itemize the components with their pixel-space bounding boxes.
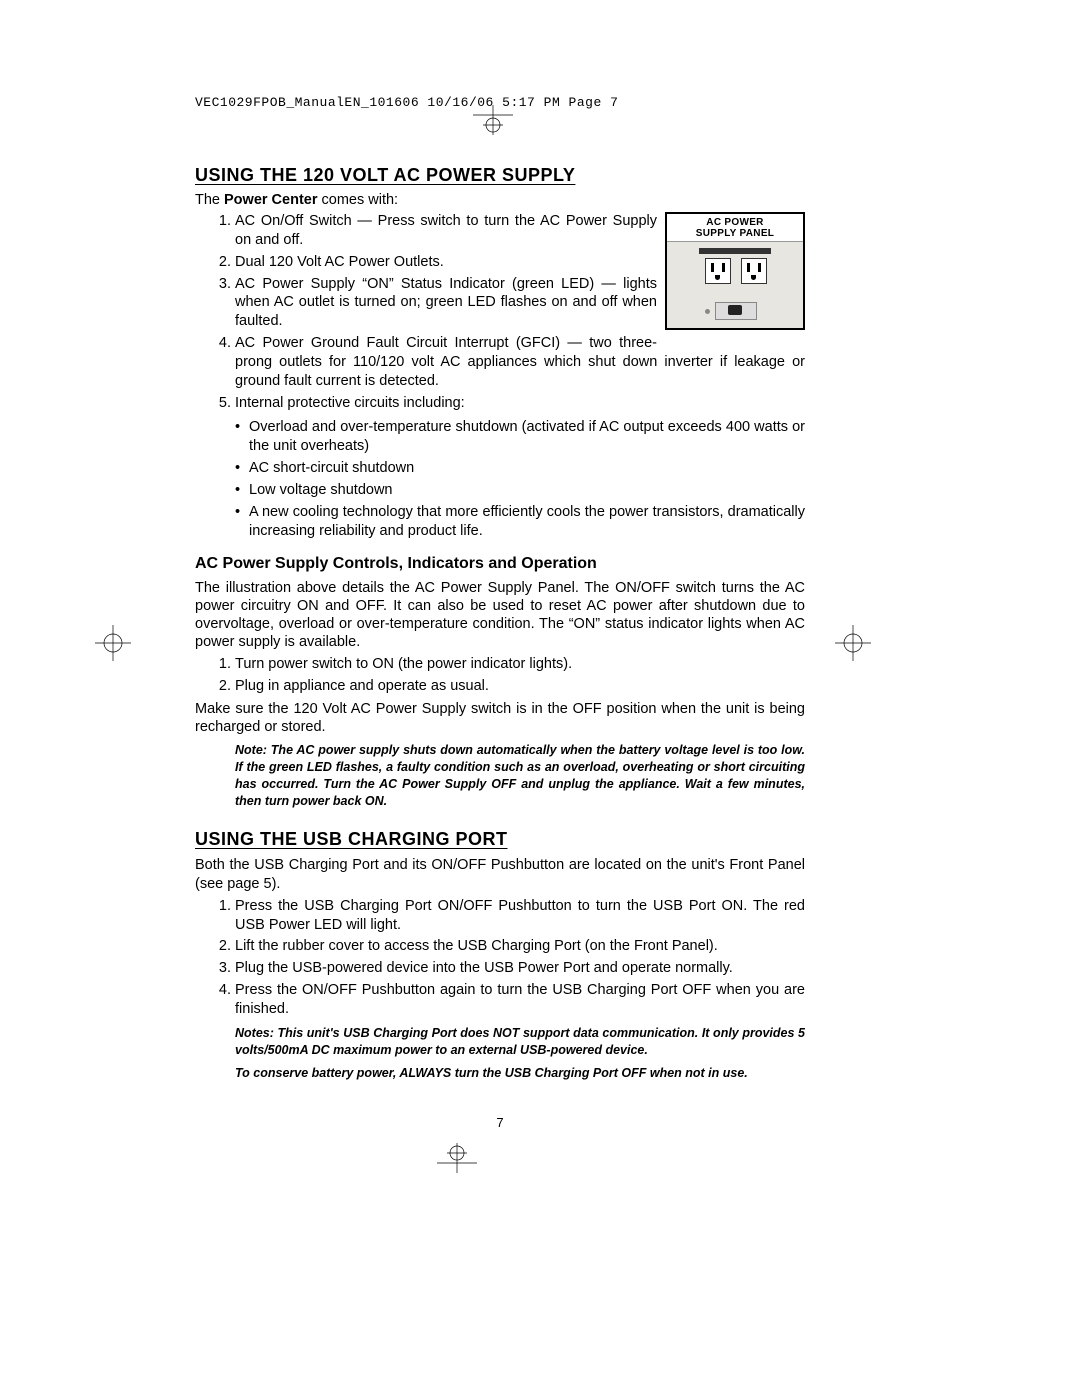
intro-prefix: The: [195, 192, 224, 208]
list-item: Turn power switch to ON (the power indic…: [235, 655, 805, 674]
panel-figure-body: [667, 241, 803, 328]
list-item: Overload and over-temperature shutdown (…: [235, 418, 805, 456]
list-item: AC short-circuit shutdown: [235, 459, 805, 478]
list-item: Plug in appliance and operate as usual.: [235, 677, 805, 696]
subsection-heading: AC Power Supply Controls, Indicators and…: [195, 555, 805, 573]
usb-note-2: To conserve battery power, ALWAYS turn t…: [235, 1065, 805, 1082]
list-item: Plug the USB-powered device into the USB…: [235, 959, 805, 978]
page-content: USING THE 120 VOLT AC POWER SUPPLY The P…: [195, 165, 805, 1087]
registration-mark-top: [473, 105, 513, 140]
section-heading-ac: USING THE 120 VOLT AC POWER SUPPLY: [195, 165, 805, 186]
note-text: The AC power supply shuts down automatic…: [235, 743, 805, 808]
usb-notes: Notes: This unit's USB Charging Port doe…: [235, 1025, 805, 1059]
registration-mark-left: [95, 625, 131, 666]
intro-bold: Power Center: [224, 192, 317, 208]
ac-panel-figure: AC POWERSUPPLY PANEL: [665, 212, 805, 330]
section-heading-usb: USING THE USB CHARGING PORT: [195, 829, 805, 850]
notes-label: Notes:: [235, 1026, 274, 1040]
subsection-paragraph: The illustration above details the AC Po…: [195, 579, 805, 652]
crop-header: VEC1029FPOB_ManualEN_101606 10/16/06 5:1…: [195, 95, 618, 110]
list-item: A new cooling technology that more effic…: [235, 503, 805, 541]
outlet-icon: [741, 258, 767, 284]
ac-note: Note: The AC power supply shuts down aut…: [235, 742, 805, 810]
list-item: Low voltage shutdown: [235, 481, 805, 500]
outlet-icon: [705, 258, 731, 284]
intro-line: The Power Center comes with:: [195, 192, 805, 208]
led-icon: [705, 309, 710, 314]
note-label: Note:: [235, 743, 267, 757]
note-text: To conserve battery power, ALWAYS turn t…: [235, 1066, 748, 1080]
list-item: Press the USB Charging Port ON/OFF Pushb…: [235, 897, 805, 935]
usb-steps: Press the USB Charging Port ON/OFF Pushb…: [195, 897, 805, 1019]
list-item: Press the ON/OFF Pushbutton again to tur…: [235, 981, 805, 1019]
note-text: This unit's USB Charging Port does NOT s…: [235, 1026, 805, 1057]
list-item: Internal protective circuits including:: [235, 394, 805, 413]
features-block: AC POWERSUPPLY PANEL AC On/Off Switch — …: [195, 212, 805, 416]
page-number: 7: [195, 1115, 805, 1130]
list-item: AC Power Ground Fault Circuit Interrupt …: [235, 334, 805, 391]
intro-suffix: comes with:: [318, 192, 399, 208]
registration-mark-right: [835, 625, 871, 666]
protective-circuits-list: Overload and over-temperature shutdown (…: [195, 418, 805, 540]
panel-figure-title: AC POWERSUPPLY PANEL: [667, 214, 803, 241]
switch-icon: [715, 302, 757, 320]
operation-steps: Turn power switch to ON (the power indic…: [195, 655, 805, 696]
usb-intro: Both the USB Charging Port and its ON/OF…: [195, 856, 805, 892]
list-item: Lift the rubber cover to access the USB …: [235, 937, 805, 956]
registration-mark-bottom: [437, 1143, 477, 1178]
storage-paragraph: Make sure the 120 Volt AC Power Supply s…: [195, 700, 805, 736]
